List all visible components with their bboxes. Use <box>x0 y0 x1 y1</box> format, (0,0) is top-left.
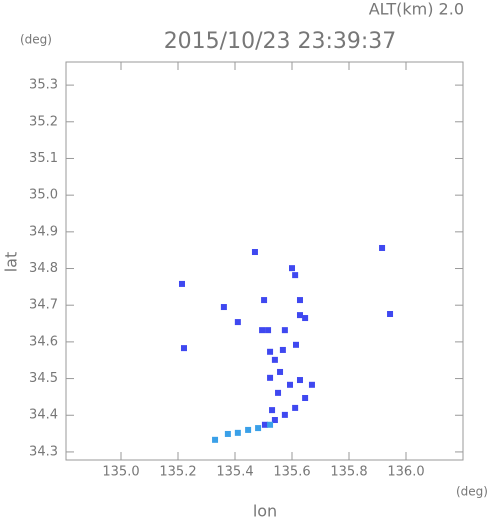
echo-point <box>178 280 185 287</box>
y-axis-label: lat <box>2 252 21 273</box>
echo-point <box>287 381 294 388</box>
echo-point <box>281 411 288 418</box>
x-unit: (deg) <box>456 485 488 499</box>
echo-point <box>271 356 278 363</box>
echo-point <box>261 297 268 304</box>
echo-point <box>296 377 303 384</box>
echo-point <box>267 348 274 355</box>
echo-point <box>269 407 276 414</box>
x-tick-label: 136.0 <box>387 465 424 480</box>
x-tick-label: 135.4 <box>216 465 253 480</box>
y-tick-label: 34.7 <box>29 298 58 313</box>
echo-point <box>220 304 227 311</box>
y-tick-label: 34.3 <box>29 444 58 459</box>
echo-point <box>387 311 394 318</box>
altitude-label: ALT(km) 2.0 <box>369 0 464 19</box>
echo-point <box>234 319 241 326</box>
echo-point <box>271 417 278 424</box>
echo-point <box>279 346 286 353</box>
echo-point <box>302 315 309 322</box>
echo-point <box>212 436 219 443</box>
echo-point <box>379 244 386 251</box>
plot-frame <box>65 61 464 461</box>
echo-point <box>292 272 299 279</box>
echo-point <box>267 421 274 428</box>
y-tick-label: 34.5 <box>29 371 58 386</box>
echo-point <box>267 374 274 381</box>
echo-point <box>261 421 268 428</box>
echo-point <box>265 327 272 334</box>
x-tick-label: 135.6 <box>273 465 310 480</box>
echo-point <box>234 429 241 436</box>
echo-point <box>292 341 299 348</box>
echo-point <box>275 389 282 396</box>
y-tick-label: 34.6 <box>29 334 58 349</box>
y-tick-label: 35.2 <box>29 114 58 129</box>
y-tick-label: 35.3 <box>29 78 58 93</box>
y-tick-label: 34.8 <box>29 261 58 276</box>
chart-title: 2015/10/23 23:39:37 <box>164 29 397 54</box>
echo-point <box>245 426 252 433</box>
echo-point <box>255 425 262 432</box>
echo-point <box>296 297 303 304</box>
y-tick-label: 35.1 <box>29 151 58 166</box>
echo-point <box>251 249 258 256</box>
y-unit: (deg) <box>20 33 52 47</box>
echo-point <box>277 368 284 375</box>
echo-point <box>224 430 231 437</box>
x-tick-label: 135.8 <box>330 465 367 480</box>
echo-point <box>281 327 288 334</box>
echo-point <box>292 404 299 411</box>
echo-point <box>302 395 309 402</box>
x-tick-label: 135.0 <box>102 465 139 480</box>
y-tick-label: 34.9 <box>29 224 58 239</box>
x-axis-label: lon <box>253 502 277 521</box>
y-tick-label: 35.0 <box>29 188 58 203</box>
echo-point <box>308 381 315 388</box>
echo-point <box>180 345 187 352</box>
echo-point <box>289 265 296 272</box>
echo-point <box>296 312 303 319</box>
y-tick-label: 34.4 <box>29 408 58 423</box>
x-tick-label: 135.2 <box>159 465 196 480</box>
echo-point <box>259 327 266 334</box>
